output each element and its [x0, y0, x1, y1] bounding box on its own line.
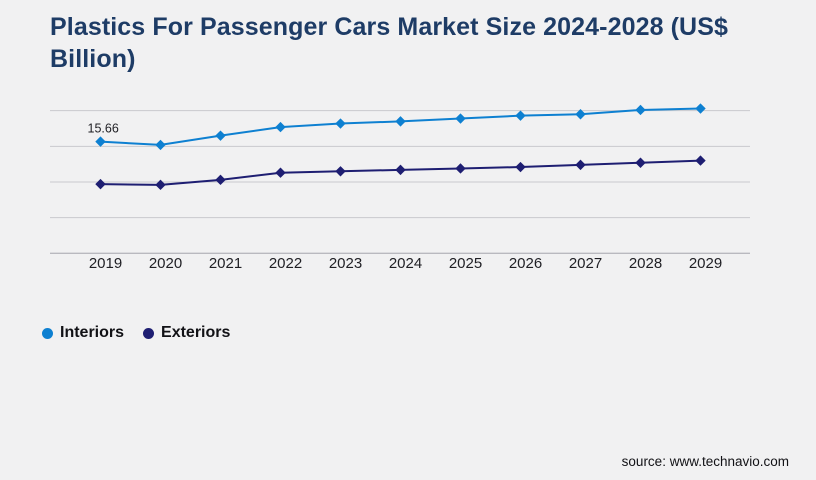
x-tick-label: 2023 [329, 255, 362, 272]
marker-exteriors-2028[interactable] [635, 157, 646, 168]
x-tick-label: 2027 [569, 255, 602, 272]
marker-interiors-2021[interactable] [215, 130, 226, 141]
x-tick-label: 2019 [89, 255, 122, 272]
point-label: 15.66 [88, 122, 119, 136]
x-tick-label: 2021 [209, 255, 242, 272]
x-tick-label: 2020 [149, 255, 182, 272]
chart-title: Plastics For Passenger Cars Market Size … [50, 13, 728, 73]
series-line-interiors [100, 107, 701, 146]
marker-interiors-2025[interactable] [455, 113, 466, 124]
marker-exteriors-2026[interactable] [515, 161, 526, 173]
marker-interiors-2020[interactable] [155, 139, 166, 151]
marker-interiors-2024[interactable] [395, 116, 406, 127]
interiors-legend-dot-icon [42, 327, 53, 339]
legend-item-exteriors[interactable]: Exteriors [143, 324, 230, 342]
x-tick-label: 2025 [449, 255, 482, 272]
exteriors-legend-dot-icon [143, 327, 155, 339]
marker-interiors-2027[interactable] [575, 109, 586, 120]
legend-label-exteriors: Exteriors [161, 324, 231, 341]
marker-interiors-2023[interactable] [335, 118, 346, 129]
marker-exteriors-2027[interactable] [575, 159, 586, 171]
marker-exteriors-2023[interactable] [335, 166, 346, 177]
marker-interiors-2026[interactable] [515, 110, 526, 121]
marker-exteriors-2019[interactable] [95, 178, 106, 190]
marker-interiors-2029[interactable] [695, 103, 706, 114]
source-attribution: source: www.technavio.com [621, 454, 789, 469]
market-size-line-chart: 2019 2020 2021 2022 2023 2024 2025 2026 2027 2028… [50, 103, 750, 272]
legend-item-interiors[interactable]: Interiors [42, 324, 124, 342]
marker-exteriors-2024[interactable] [395, 164, 406, 176]
marker-exteriors-2029[interactable] [695, 155, 706, 166]
x-tick-label: 2024 [389, 255, 422, 272]
x-tick-label: 2028 [629, 255, 662, 272]
marker-exteriors-2021[interactable] [215, 174, 226, 186]
marker-exteriors-2022[interactable] [275, 167, 286, 178]
marker-interiors-2019[interactable] [95, 136, 106, 147]
marker-interiors-2028[interactable] [635, 104, 646, 116]
legend: Interiors Exteriors [42, 324, 230, 342]
legend-label-interiors: Interiors [60, 324, 125, 341]
marker-exteriors-2025[interactable] [455, 163, 466, 174]
marker-exteriors-2020[interactable] [155, 179, 166, 191]
x-tick-label: 2029 [689, 255, 722, 272]
x-tick-label: 2026 [509, 255, 542, 272]
marker-interiors-2022[interactable] [275, 121, 286, 133]
x-tick-label: 2022 [269, 255, 302, 272]
